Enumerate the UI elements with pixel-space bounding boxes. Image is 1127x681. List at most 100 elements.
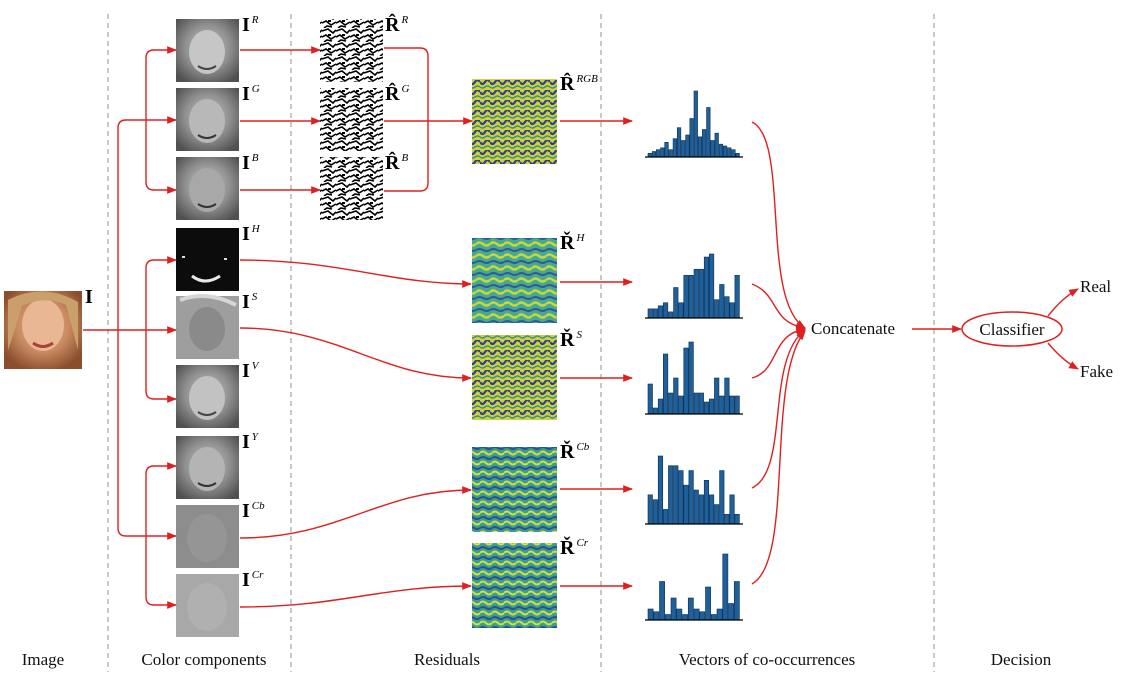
output-real-label: Real <box>1080 277 1111 296</box>
histogram-bar <box>693 392 699 415</box>
histogram-bar <box>688 275 694 319</box>
histogram-bar <box>734 513 740 525</box>
histogram-bar <box>693 268 699 319</box>
rgb-residual-tile-b <box>320 157 383 220</box>
histogram-bar <box>683 275 689 319</box>
histogram-bar <box>683 347 689 415</box>
histogram-bar <box>657 398 664 415</box>
histogram-bar <box>682 614 688 621</box>
histogram-bar <box>673 465 679 525</box>
histogram-bar <box>678 302 684 319</box>
histogram-bar <box>647 383 653 415</box>
residual-tile-cb <box>472 447 557 532</box>
histogram-bar <box>673 287 679 319</box>
histogram-bar <box>688 470 694 525</box>
histogram-bar <box>647 308 653 319</box>
histogram-bar <box>693 489 699 525</box>
histogram-bar <box>724 296 730 319</box>
histogram-bar <box>668 465 674 525</box>
residual-label-cb: Ř Cb <box>560 439 590 463</box>
histogram-bar <box>656 149 661 158</box>
histogram-bar <box>703 479 710 525</box>
histogram-bar <box>705 586 711 621</box>
histogram-bar <box>698 494 704 525</box>
histogram-bar <box>728 603 734 621</box>
rgb-residual-tile-g <box>320 88 383 151</box>
histogram-bar <box>727 147 732 158</box>
histogram-bar <box>709 494 715 525</box>
component-tile-r <box>176 19 239 82</box>
histogram-bar <box>697 136 703 158</box>
histogram-bar <box>693 90 698 158</box>
histogram-bar <box>652 407 658 415</box>
histogram-bar <box>719 395 725 415</box>
rgb-residual-tile-r <box>320 19 383 82</box>
histograms <box>645 90 743 621</box>
histogram-bar <box>683 484 689 525</box>
histogram-bar <box>702 129 707 158</box>
histogram-bar <box>663 302 669 319</box>
residual-label-cr: Ř Cr <box>560 535 589 559</box>
component-label-cb: I Cb <box>242 500 265 522</box>
connector-arrows <box>83 46 1079 609</box>
histogram-bar <box>668 311 674 319</box>
histogram-bar <box>663 509 669 525</box>
histogram-bar <box>709 253 715 319</box>
histogram-bar <box>709 398 715 415</box>
histogram-bar <box>647 494 653 525</box>
concatenate-label: Concatenate <box>811 319 895 338</box>
histogram-bar <box>722 553 729 621</box>
histogram-bar <box>693 608 700 621</box>
histogram-bar <box>734 275 740 319</box>
histogram-bar <box>652 308 658 319</box>
histogram-bar <box>718 143 723 158</box>
histogram-bar <box>724 513 730 525</box>
column-label-image: Image <box>22 650 64 669</box>
histogram-bar <box>699 611 706 621</box>
histogram-bar <box>698 392 704 415</box>
residual-tile-rgb <box>472 79 557 164</box>
column-label-co-occurrences: Vectors of co-occurrences <box>679 650 856 669</box>
histogram-bar <box>678 470 684 525</box>
histogram-bar <box>714 132 719 158</box>
histogram-bar <box>670 597 677 621</box>
histogram-bar <box>722 145 728 158</box>
output-fake-label: Fake <box>1080 362 1113 381</box>
histogram-bar <box>729 395 735 415</box>
rgb-residual-label-g: R̂ G <box>385 81 409 105</box>
histogram-bar <box>733 581 740 621</box>
histogram-bar <box>724 377 730 415</box>
histogram-bar <box>698 268 704 319</box>
histogram-bar <box>729 302 735 319</box>
histogram-bar <box>681 140 686 158</box>
histogram-bar <box>714 377 720 415</box>
histogram-bar <box>714 504 720 525</box>
component-tile-h <box>176 228 239 291</box>
histogram-bar <box>703 256 710 319</box>
component-label-cr: I Cr <box>242 569 264 591</box>
histogram-bar <box>688 341 694 415</box>
histogram-bar <box>706 107 711 158</box>
histogram-bar <box>673 377 679 415</box>
histogram-bar <box>660 147 665 158</box>
residual-tile-s <box>472 335 557 420</box>
histogram-bar <box>689 118 694 158</box>
histogram-bar <box>659 581 665 621</box>
histogram-bar <box>647 608 654 621</box>
column-label-color-components: Color components <box>141 650 266 669</box>
histogram-bar <box>651 151 657 158</box>
input-image <box>4 291 82 369</box>
histogram-bar <box>719 470 725 525</box>
histogram-bar <box>676 127 682 158</box>
histogram-bar <box>663 353 669 415</box>
residual-label-rgb: R̂ RGB <box>560 71 598 95</box>
histogram-bar <box>719 284 725 319</box>
histogram-bar <box>672 138 677 158</box>
histogram-bar <box>668 149 673 158</box>
histogram-bar <box>731 149 736 158</box>
